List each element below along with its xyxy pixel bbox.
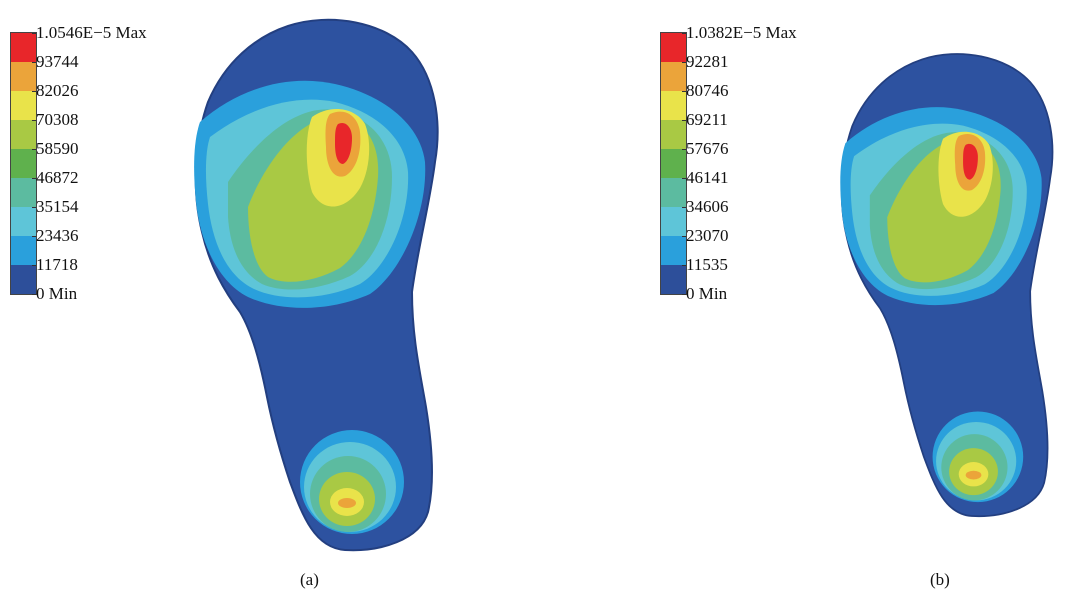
swatch-7: [11, 207, 36, 236]
legend-label: 80746: [682, 81, 797, 110]
legend-label: 58590: [32, 139, 147, 168]
swatch-8: [11, 236, 36, 265]
swatch-6: [661, 178, 686, 207]
swatch-8: [661, 236, 686, 265]
swatch-9: [11, 265, 36, 294]
legend-label: 57676: [682, 139, 797, 168]
panel-b: 1.0382E−5 Max 92281 80746 69211 57676 46…: [650, 0, 1072, 592]
swatch-7: [661, 207, 686, 236]
color-scale-bar: [660, 32, 687, 295]
legend-label: 70308: [32, 110, 147, 139]
forefoot-peak-zone: [335, 122, 352, 164]
swatch-6: [11, 178, 36, 207]
legend-label: 46872: [32, 168, 147, 197]
legend-label-min: 0 Min: [32, 284, 147, 313]
legend-label-min: 0 Min: [682, 284, 797, 313]
swatch-4: [661, 120, 686, 149]
foot-stress-map: [840, 53, 1054, 518]
legend-label: 23070: [682, 226, 797, 255]
legend-label: 82026: [32, 81, 147, 110]
legend-label: 69211: [682, 110, 797, 139]
panel-a: 1.0546E−5 Max 93744 82026 70308 58590 46…: [10, 18, 439, 589]
swatch-9: [661, 265, 686, 294]
swatch-1: [11, 33, 36, 62]
heel-zone-6: [965, 470, 982, 480]
legend-label: 93744: [32, 52, 147, 81]
legend-label-max: 1.0382E−5 Max: [682, 23, 797, 52]
forefoot-peak-zone: [963, 143, 978, 180]
legend-label-max: 1.0546E−5 Max: [32, 23, 147, 52]
swatch-2: [11, 62, 36, 91]
swatch-3: [11, 91, 36, 120]
swatch-2: [661, 62, 686, 91]
heel-zone-6: [338, 498, 356, 508]
legend-label: 34606: [682, 197, 797, 226]
swatch-5: [11, 149, 36, 178]
legend-label: 46141: [682, 168, 797, 197]
panel-caption: (b): [930, 570, 950, 589]
swatch-3: [661, 91, 686, 120]
foot-stress-map: [194, 18, 439, 552]
color-scale-bar: [10, 32, 37, 295]
swatch-1: [661, 33, 686, 62]
legend-label: 11535: [682, 255, 797, 284]
panel-caption: (a): [300, 570, 319, 589]
legend-label: 35154: [32, 197, 147, 226]
legend-label: 92281: [682, 52, 797, 81]
legend-label: 11718: [32, 255, 147, 284]
swatch-5: [661, 149, 686, 178]
legend-label: 23436: [32, 226, 147, 255]
swatch-4: [11, 120, 36, 149]
